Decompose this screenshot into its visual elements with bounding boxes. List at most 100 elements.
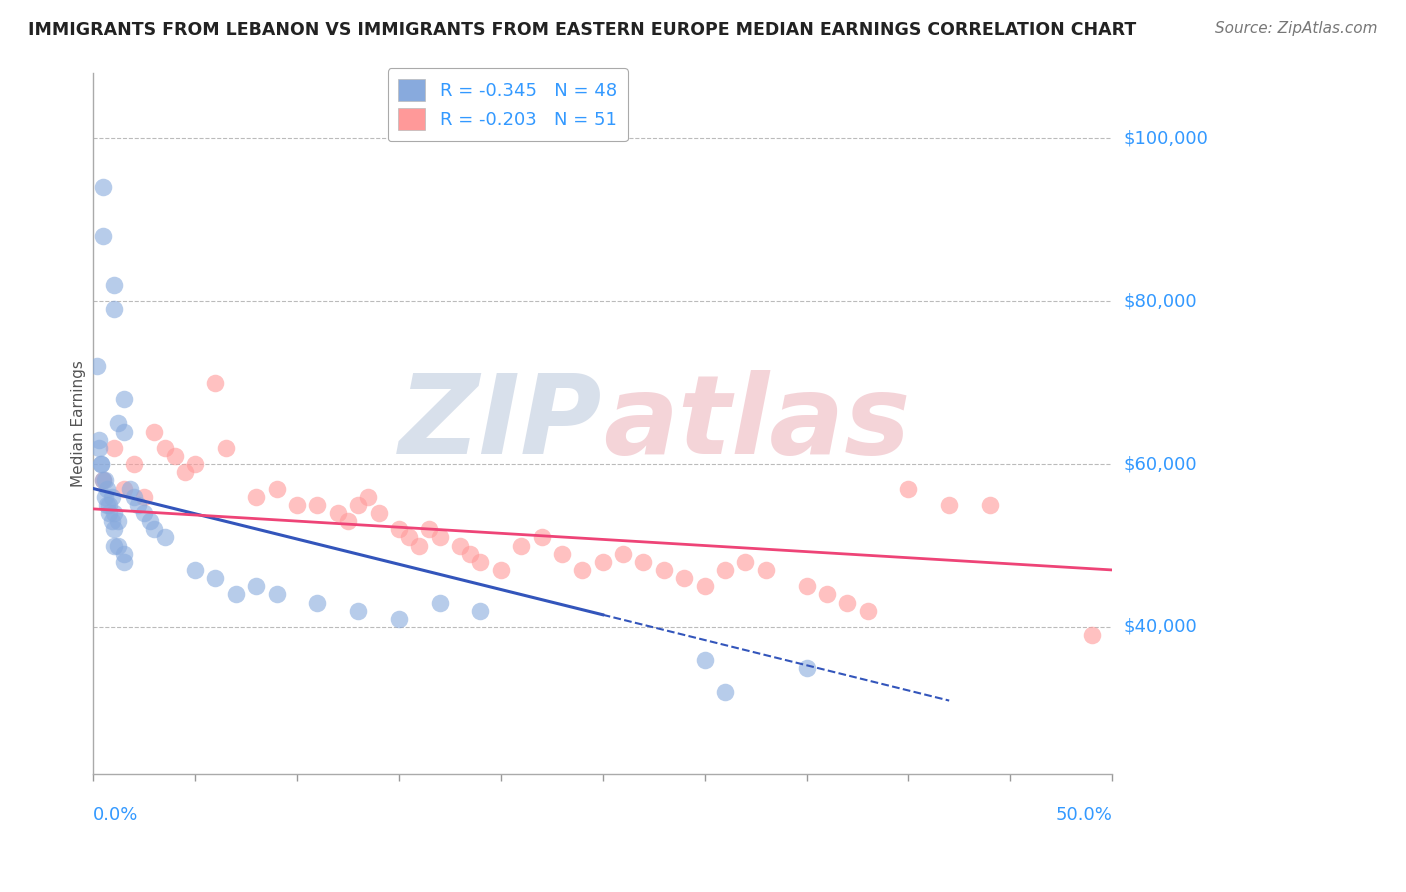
Point [112,392,135,406]
Point [856,604,879,618]
Text: $80,000: $80,000 [1123,293,1197,310]
Point [388,522,411,536]
Point [693,652,716,666]
Point [347,498,370,512]
Point [93,229,115,244]
Point [112,555,135,569]
Point [673,571,696,585]
Point [143,522,166,536]
Point [98,498,121,512]
Text: atlas: atlas [603,370,910,477]
Point [89,433,111,447]
Point [633,555,655,569]
Text: 50.0%: 50.0% [1056,806,1112,824]
Point [153,441,176,455]
Point [90,457,112,471]
Point [979,498,1001,512]
Point [897,482,920,496]
Point [266,587,288,601]
Point [100,514,122,528]
Point [184,563,207,577]
Point [93,180,115,194]
Point [112,425,135,439]
Text: Source: ZipAtlas.com: Source: ZipAtlas.com [1215,21,1378,36]
Point [837,595,859,609]
Point [93,474,115,488]
Point [307,498,329,512]
Point [245,579,267,593]
Point [470,604,492,618]
Point [153,530,176,544]
Point [107,417,129,431]
Text: $100,000: $100,000 [1123,129,1208,147]
Point [134,490,156,504]
Point [429,595,451,609]
Point [118,482,141,496]
Point [112,482,135,496]
Point [107,539,129,553]
Point [458,547,481,561]
Point [449,539,471,553]
Point [571,563,593,577]
Point [285,498,308,512]
Point [470,555,492,569]
Point [174,465,197,479]
Point [94,474,117,488]
Point [336,514,359,528]
Point [86,359,108,374]
Point [714,685,737,699]
Point [796,579,818,593]
Point [815,587,838,601]
Text: $60,000: $60,000 [1123,455,1197,473]
Point [96,498,118,512]
Point [429,530,451,544]
Point [103,302,125,317]
Point [367,506,389,520]
Point [408,539,430,553]
Point [1081,628,1104,642]
Point [122,457,145,471]
Point [96,482,118,496]
Point [103,539,125,553]
Point [184,457,207,471]
Point [122,490,145,504]
Point [103,441,125,455]
Text: 0.0%: 0.0% [93,806,139,824]
Point [163,449,186,463]
Point [93,474,115,488]
Point [214,441,236,455]
Point [103,506,125,520]
Point [266,482,288,496]
Point [90,457,112,471]
Point [103,277,125,292]
Point [530,530,553,544]
Point [693,579,716,593]
Point [143,425,166,439]
Point [100,490,122,504]
Point [510,539,533,553]
Legend: R = -0.345   N = 48, R = -0.203   N = 51: R = -0.345 N = 48, R = -0.203 N = 51 [388,69,628,141]
Point [326,506,349,520]
Text: $40,000: $40,000 [1123,618,1197,636]
Text: ZIP: ZIP [399,370,603,477]
Point [755,563,778,577]
Point [204,376,226,390]
Point [551,547,574,561]
Point [103,522,125,536]
Point [938,498,960,512]
Point [139,514,162,528]
Text: IMMIGRANTS FROM LEBANON VS IMMIGRANTS FROM EASTERN EUROPE MEDIAN EARNINGS CORREL: IMMIGRANTS FROM LEBANON VS IMMIGRANTS FR… [28,21,1136,38]
Point [612,547,634,561]
Point [204,571,226,585]
Point [734,555,756,569]
Point [94,490,117,504]
Point [388,612,411,626]
Y-axis label: Median Earnings: Median Earnings [72,360,86,487]
Point [489,563,512,577]
Point [107,514,129,528]
Point [357,490,380,504]
Point [98,506,121,520]
Point [134,506,156,520]
Point [307,595,329,609]
Point [245,490,267,504]
